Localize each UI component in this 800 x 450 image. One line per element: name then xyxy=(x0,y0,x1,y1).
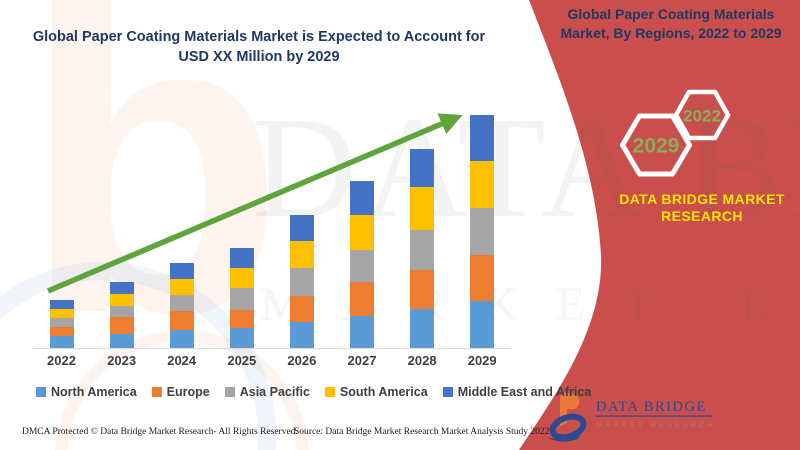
company-logo: DATA BRIDGE MARKET RESEARCH xyxy=(546,392,716,442)
logo-blue-ring xyxy=(549,413,587,441)
legend-label-middle-east-and-africa: Middle East and Africa xyxy=(457,385,592,399)
ribbon-title-line2: Market, By Regions, 2022 to 2029 xyxy=(560,25,782,41)
hexagon-2022-label: 2022 xyxy=(683,107,721,126)
chart-title-line2: USD XX Million by 2029 xyxy=(178,49,340,65)
ribbon-title: Global Paper Coating Materials Market, B… xyxy=(543,5,799,43)
legend-swatch-south-america xyxy=(324,387,335,397)
x-axis-line xyxy=(34,348,510,349)
chart-title: Global Paper Coating Materials Market is… xyxy=(28,27,490,67)
source-note: Source: Data Bridge Market Research Mark… xyxy=(294,427,550,437)
brand-name-line1: DATA BRIDGE MARKET xyxy=(619,191,785,207)
legend-label-europe: Europe xyxy=(166,385,210,399)
hexagon-2029 xyxy=(620,113,692,177)
legend-item-north-america: North America xyxy=(36,385,137,399)
chart-title-line1: Global Paper Coating Materials Market is… xyxy=(32,29,486,45)
legend-label-asia-pacific: Asia Pacific xyxy=(239,385,310,399)
legend-item-south-america: South America xyxy=(324,385,428,399)
ribbon-title-line1: Global Paper Coating Materials xyxy=(567,6,775,22)
legend-label-south-america: South America xyxy=(339,385,428,399)
hexagon-2029-label: 2029 xyxy=(633,135,680,158)
brand-name-text: DATA BRIDGE MARKET RESEARCH xyxy=(607,191,797,225)
legend-swatch-europe xyxy=(151,387,162,397)
hexagon-2022 xyxy=(673,89,731,141)
logo-sub-text: MARKET RESEARCH xyxy=(597,422,716,429)
red-ribbon-shape xyxy=(519,0,800,450)
legend-item-asia-pacific: Asia Pacific xyxy=(224,385,310,399)
logo-blue-swoosh xyxy=(546,432,582,442)
logo-name-text: DATA BRIDGE xyxy=(596,399,707,415)
legend-swatch-asia-pacific xyxy=(224,387,235,397)
legend-swatch-middle-east-and-africa xyxy=(442,387,453,397)
brand-name-line2: RESEARCH xyxy=(661,208,743,224)
legend-item-middle-east-and-africa: Middle East and Africa xyxy=(442,385,592,399)
legend-swatch-north-america xyxy=(36,387,46,397)
hexagon-badges: 2022 2029 xyxy=(620,89,731,177)
dmca-notice: DMCA Protected © Data Bridge Market Rese… xyxy=(22,427,298,437)
legend-item-europe: Europe xyxy=(151,385,210,399)
chart-legend: North America Europe Asia Pacific South Ame… xyxy=(36,385,591,399)
logo-underline xyxy=(596,415,712,417)
legend-label-north-america: North America xyxy=(51,385,137,399)
